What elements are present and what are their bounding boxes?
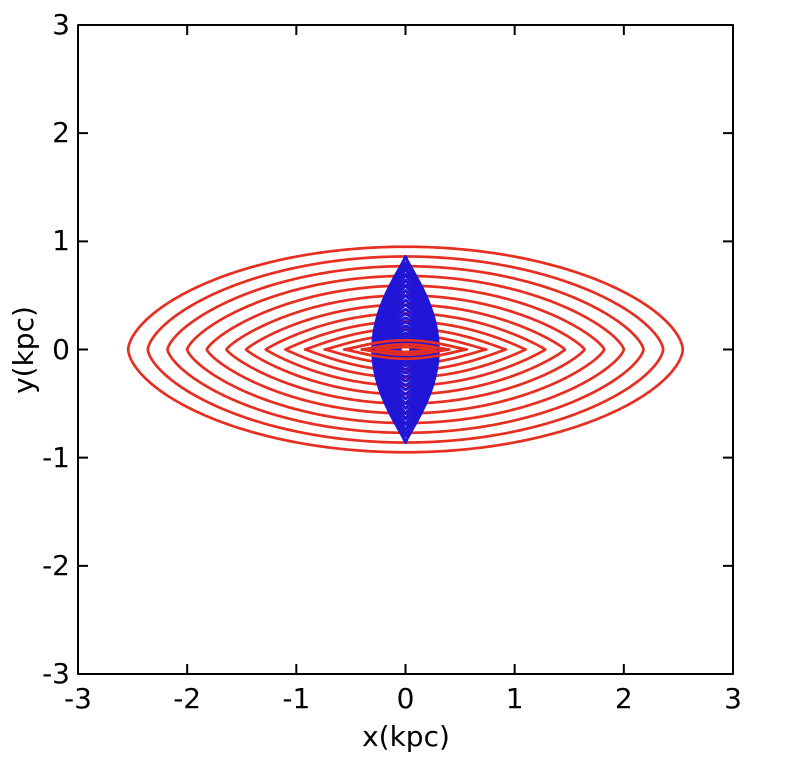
y-tick-label: 0 bbox=[52, 332, 70, 366]
x-tick-label: -2 bbox=[173, 682, 202, 715]
x-tick-label: 2 bbox=[614, 682, 633, 715]
y-tick-label: 1 bbox=[52, 224, 70, 258]
x-tick-label: 1 bbox=[505, 682, 524, 715]
y-tick-label: -1 bbox=[42, 440, 70, 474]
x-tick-label: -1 bbox=[282, 682, 311, 715]
y-tick-label: -3 bbox=[42, 657, 70, 690]
y-tick-label: 2 bbox=[52, 116, 70, 150]
x-tick-label: 3 bbox=[724, 682, 742, 715]
y-tick-label: -2 bbox=[42, 548, 70, 582]
x-tick-label: 0 bbox=[396, 682, 415, 715]
y-axis-label: y(kpc) bbox=[7, 306, 40, 394]
x-axis-label: x(kpc) bbox=[362, 720, 450, 753]
y-tick-label: 3 bbox=[52, 8, 70, 41]
x-tick-label: -3 bbox=[64, 682, 92, 715]
